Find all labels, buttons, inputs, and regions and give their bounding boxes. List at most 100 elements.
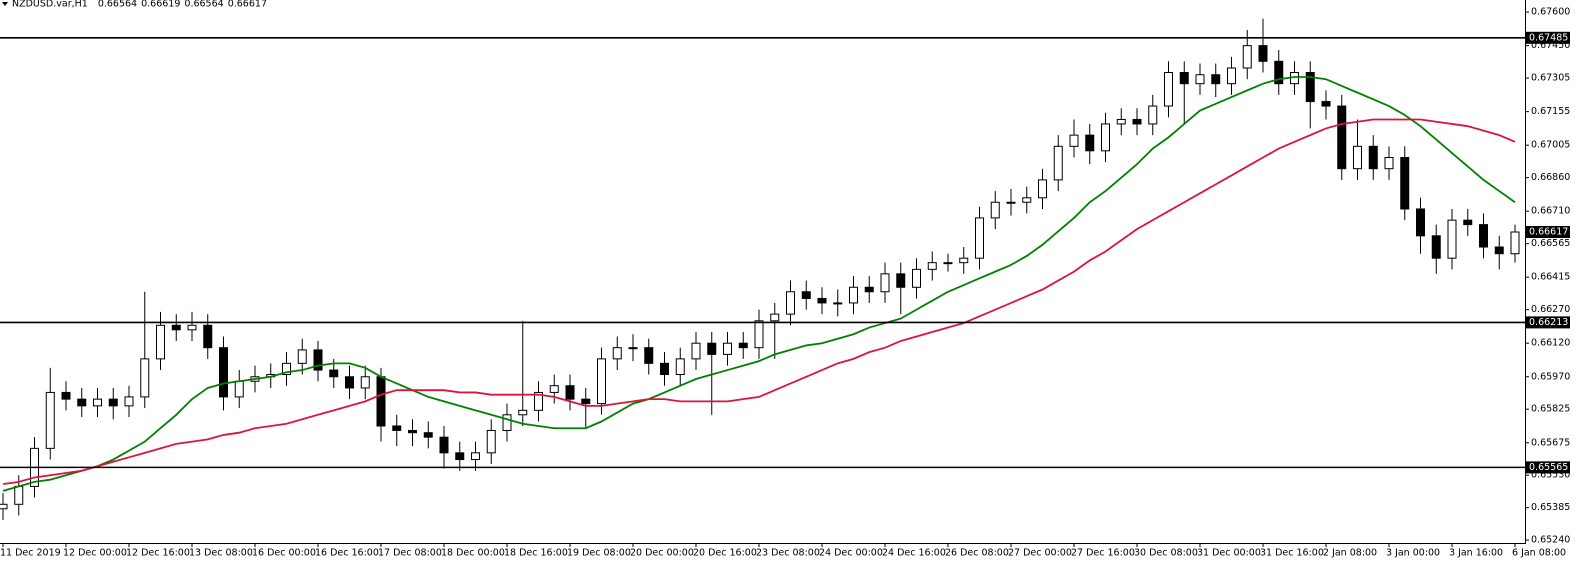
candle-body bbox=[1274, 60, 1284, 85]
x-tick-label: 20 Dec 16:00 bbox=[693, 548, 757, 559]
y-tick-label: 0.65970 bbox=[1531, 371, 1570, 382]
y-tick-label: 0.66415 bbox=[1531, 272, 1570, 283]
candle-body bbox=[234, 380, 244, 398]
candle-body bbox=[45, 391, 55, 449]
x-tick-label: 16 Dec 16:00 bbox=[315, 548, 379, 559]
candle-body bbox=[1368, 145, 1378, 170]
candle-body bbox=[392, 425, 402, 431]
candle-body bbox=[1195, 74, 1205, 85]
symbol-title: NZDUSD.var,H1 bbox=[12, 0, 88, 10]
candle-body bbox=[1085, 134, 1095, 152]
candle-body bbox=[1431, 235, 1441, 259]
candle-body bbox=[896, 273, 906, 288]
y-tick-label: 0.67600 bbox=[1531, 7, 1570, 18]
candle-body bbox=[203, 324, 213, 349]
candle-body bbox=[219, 347, 228, 398]
candle-body bbox=[1494, 246, 1504, 255]
candle-body bbox=[707, 342, 717, 355]
x-tick-label: 30 Dec 08:00 bbox=[1134, 548, 1198, 559]
x-tick-label: 18 Dec 00:00 bbox=[441, 548, 505, 559]
candle-body bbox=[927, 262, 937, 270]
level-box bbox=[1526, 316, 1570, 329]
candle-body bbox=[786, 291, 795, 315]
y-tick-label: 0.66270 bbox=[1531, 304, 1570, 315]
candle-body bbox=[1321, 101, 1331, 107]
candle-body bbox=[990, 201, 1000, 219]
level-label: 0.65565 bbox=[1529, 462, 1568, 473]
candle-body bbox=[282, 362, 291, 376]
candle-body bbox=[345, 376, 354, 389]
candle-body bbox=[864, 286, 874, 293]
x-tick-label: 12 Dec 16:00 bbox=[126, 548, 190, 559]
y-tick-label: 0.66120 bbox=[1531, 338, 1570, 349]
y-tick-label: 0.67305 bbox=[1531, 73, 1570, 84]
menu-arrow[interactable] bbox=[2, 2, 8, 6]
candle-body bbox=[738, 342, 748, 349]
x-tick-label: 26 Dec 08:00 bbox=[945, 548, 1009, 559]
candle-body bbox=[77, 398, 87, 407]
x-tick-label: 16 Dec 00:00 bbox=[252, 548, 316, 559]
candle-body bbox=[770, 313, 780, 322]
candle-body bbox=[486, 429, 496, 454]
candle-body bbox=[660, 362, 669, 376]
candle-body bbox=[1164, 71, 1173, 107]
x-tick-label: 31 Dec 16:00 bbox=[1260, 548, 1324, 559]
candle-body bbox=[1416, 208, 1425, 237]
candle-body bbox=[849, 286, 858, 304]
x-tick-label: 17 Dec 08:00 bbox=[378, 548, 442, 559]
candle-body bbox=[61, 391, 71, 400]
x-tick-label: 2 Jan 08:00 bbox=[1323, 548, 1377, 559]
x-tick-label: 6 Jan 08:00 bbox=[1512, 548, 1566, 559]
y-tick-label: 0.65240 bbox=[1531, 535, 1570, 546]
header-value: 0.66619 bbox=[141, 0, 180, 10]
x-tick-label: 24 Dec 00:00 bbox=[819, 548, 883, 559]
candle-body bbox=[1132, 118, 1142, 125]
candle-body bbox=[171, 324, 181, 331]
candle-body bbox=[455, 452, 465, 461]
x-tick-label: 24 Dec 16:00 bbox=[882, 548, 946, 559]
x-tick-label: 11 Dec 2019 bbox=[0, 548, 61, 559]
candle-body bbox=[565, 385, 575, 400]
level-label: 0.66213 bbox=[1529, 317, 1568, 328]
x-tick-label: 23 Dec 08:00 bbox=[756, 548, 820, 559]
candle-body bbox=[14, 485, 24, 505]
level-box bbox=[1526, 461, 1570, 474]
candle-body bbox=[1069, 134, 1079, 147]
candle-body bbox=[1353, 145, 1362, 170]
moving-average bbox=[2, 76, 1516, 492]
y-tick-label: 0.67155 bbox=[1531, 106, 1570, 117]
candle-body bbox=[675, 358, 685, 376]
candle-body bbox=[1148, 105, 1158, 125]
candle-body bbox=[723, 342, 732, 355]
x-tick-label: 18 Dec 16:00 bbox=[504, 548, 568, 559]
candle-body bbox=[1510, 231, 1520, 255]
candle-body bbox=[376, 376, 386, 427]
candle-body bbox=[518, 409, 528, 416]
x-tick-label: 27 Dec 00:00 bbox=[1008, 548, 1072, 559]
candle-body bbox=[408, 429, 417, 434]
moving-average bbox=[2, 118, 1516, 486]
y-tick-label: 0.65825 bbox=[1531, 404, 1570, 415]
header-value: 0.66564 bbox=[184, 0, 223, 10]
level-label: 0.67485 bbox=[1529, 32, 1568, 43]
candle-body bbox=[628, 347, 638, 350]
candle-body bbox=[581, 398, 591, 405]
x-tick-label: 20 Dec 00:00 bbox=[630, 548, 694, 559]
candle-body bbox=[156, 324, 165, 360]
candle-body bbox=[1447, 219, 1457, 259]
candle-body bbox=[124, 396, 134, 407]
candle-body bbox=[93, 398, 102, 407]
candle-body bbox=[423, 432, 433, 438]
y-tick-label: 0.66860 bbox=[1531, 172, 1570, 183]
candle-body bbox=[817, 297, 827, 304]
candle-body bbox=[108, 398, 118, 407]
y-tick-label: 0.65530 bbox=[1531, 470, 1570, 481]
candle-body bbox=[975, 217, 984, 259]
candle-body bbox=[187, 324, 197, 331]
x-tick-label: 13 Dec 08:00 bbox=[189, 548, 253, 559]
candle-body bbox=[1305, 71, 1315, 103]
candle-body bbox=[1022, 197, 1032, 203]
